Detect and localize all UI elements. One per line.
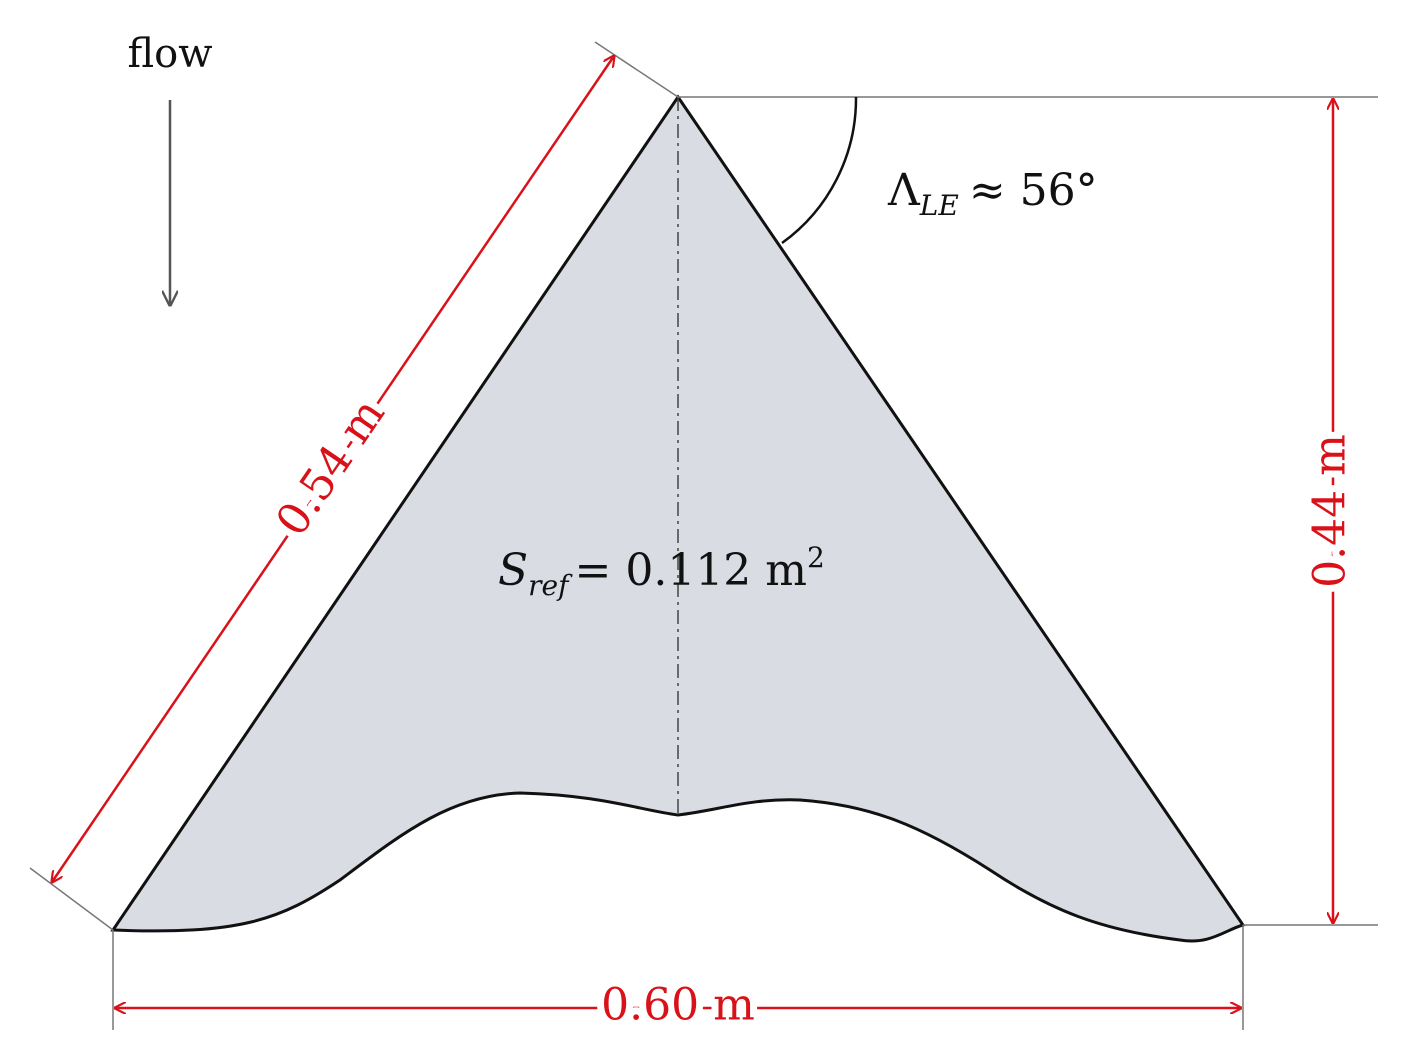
flow-label: flow: [128, 31, 213, 77]
sweep-symbol: Λ: [887, 165, 921, 216]
area-symbol: S: [498, 545, 528, 596]
span-label: 0.60 m: [601, 980, 755, 1031]
dimension-line: [52, 56, 614, 882]
sweep-subscript: LE: [919, 189, 959, 222]
angle-arc: [781, 96, 858, 245]
extension-line: [29, 867, 114, 931]
area-subscript: ref: [528, 569, 573, 602]
area-text: = 0.112 m: [574, 545, 807, 596]
root-chord-label: 0.44 m: [1305, 434, 1356, 588]
leading-edge-length-label: 0.54 m: [266, 389, 395, 545]
extension-line: [594, 41, 679, 98]
area-superscript: 2: [807, 541, 825, 574]
sweep-text: ≈ 56°: [969, 165, 1098, 216]
sweep-angle-label: ΛLE ≈ 56°: [887, 165, 1098, 222]
